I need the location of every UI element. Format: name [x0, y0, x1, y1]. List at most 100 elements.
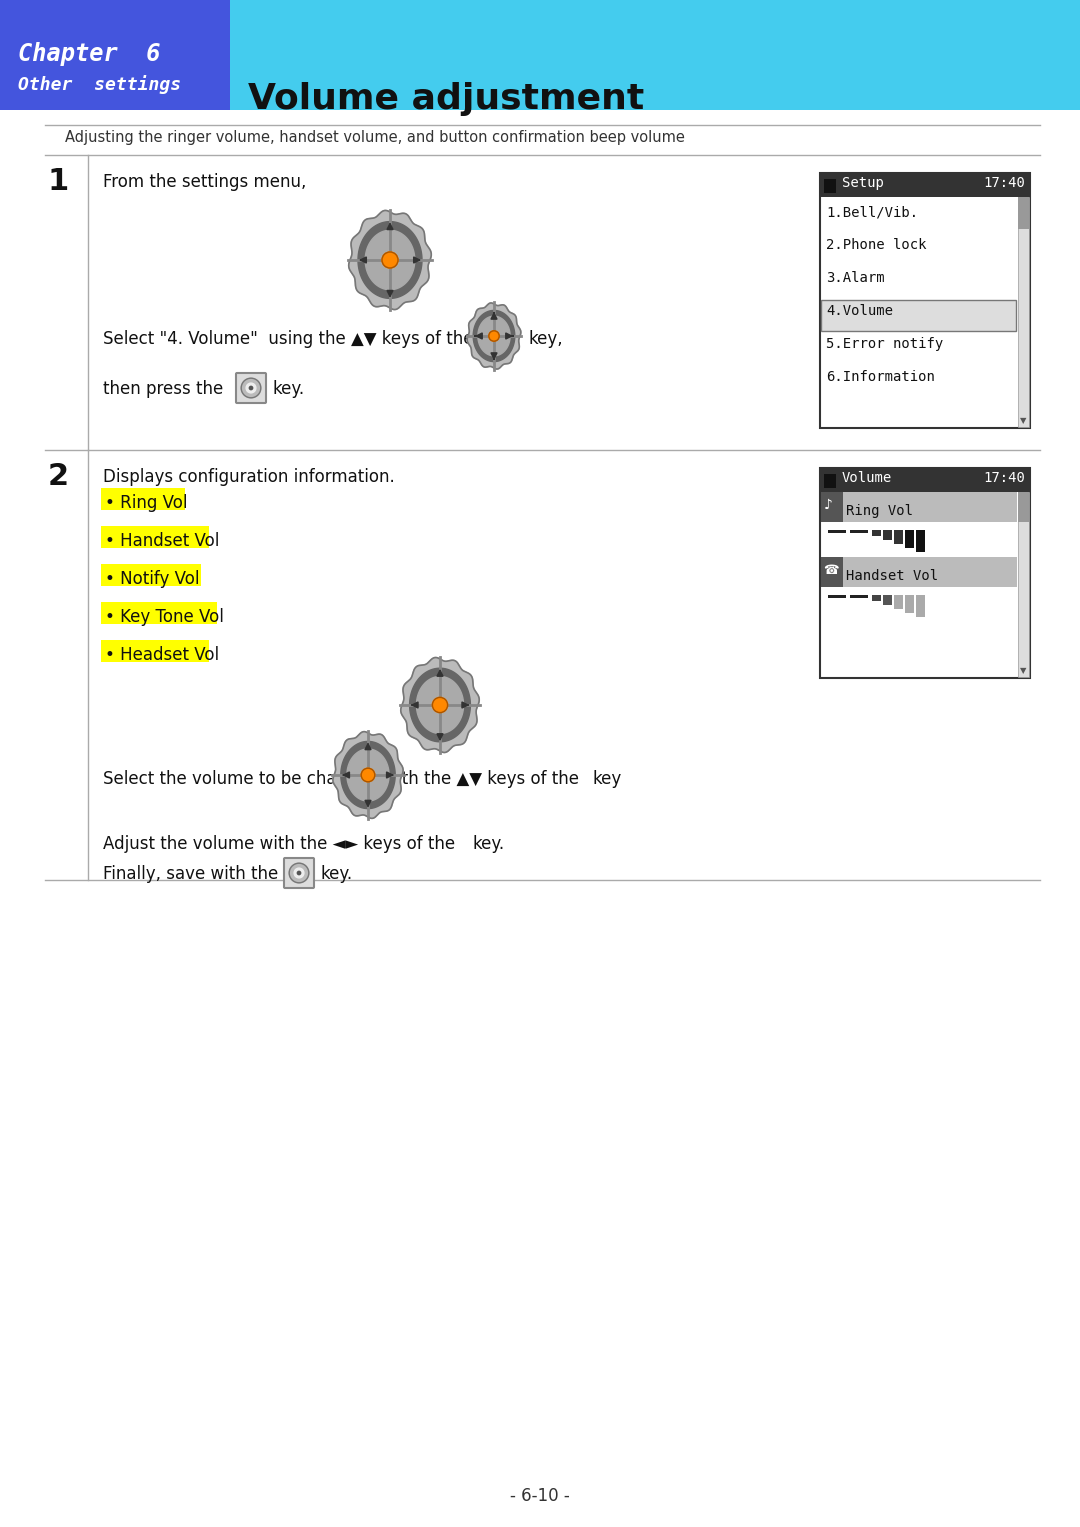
Text: key.: key.	[273, 380, 306, 399]
FancyBboxPatch shape	[894, 596, 903, 609]
Text: Chapter  6: Chapter 6	[18, 43, 161, 66]
FancyBboxPatch shape	[102, 563, 201, 586]
FancyBboxPatch shape	[1018, 197, 1029, 229]
FancyBboxPatch shape	[102, 640, 208, 663]
FancyBboxPatch shape	[0, 0, 230, 110]
Circle shape	[294, 869, 303, 878]
FancyBboxPatch shape	[821, 557, 1017, 586]
Text: 1.Bell/Vib.: 1.Bell/Vib.	[826, 205, 918, 218]
Text: • Headset Vol: • Headset Vol	[105, 646, 219, 664]
FancyBboxPatch shape	[820, 173, 1030, 428]
FancyBboxPatch shape	[850, 596, 868, 599]
Text: Select "4. Volume"  using the ▲▼ keys of the: Select "4. Volume" using the ▲▼ keys of …	[103, 330, 473, 348]
FancyBboxPatch shape	[102, 525, 208, 548]
Text: • Handset Vol: • Handset Vol	[105, 531, 219, 550]
Text: Finally, save with the: Finally, save with the	[103, 864, 279, 883]
Circle shape	[382, 252, 399, 269]
FancyBboxPatch shape	[821, 557, 843, 586]
FancyBboxPatch shape	[821, 492, 1017, 522]
Text: Ring Vol: Ring Vol	[846, 504, 913, 518]
Text: ♪: ♪	[824, 498, 833, 512]
Text: Setup: Setup	[842, 176, 883, 189]
FancyBboxPatch shape	[850, 530, 868, 533]
FancyBboxPatch shape	[1018, 492, 1029, 676]
Polygon shape	[341, 742, 395, 809]
Text: key.: key.	[473, 835, 505, 854]
FancyBboxPatch shape	[916, 530, 924, 551]
Text: Handset Vol: Handset Vol	[846, 570, 939, 583]
Circle shape	[249, 386, 253, 389]
Circle shape	[289, 863, 309, 883]
Polygon shape	[477, 316, 510, 356]
Text: • Notify Vol: • Notify Vol	[105, 570, 200, 588]
FancyBboxPatch shape	[905, 596, 914, 612]
Text: Select the volume to be changed with the ▲▼ keys of the: Select the volume to be changed with the…	[103, 770, 579, 788]
Text: Displays configuration information.: Displays configuration information.	[103, 467, 395, 486]
Polygon shape	[347, 748, 389, 802]
FancyBboxPatch shape	[872, 530, 881, 536]
FancyBboxPatch shape	[821, 299, 1016, 331]
Circle shape	[297, 872, 300, 875]
FancyBboxPatch shape	[905, 530, 914, 548]
Circle shape	[361, 768, 375, 782]
Circle shape	[432, 698, 447, 713]
FancyBboxPatch shape	[102, 489, 186, 510]
Polygon shape	[468, 302, 521, 370]
Text: 2.Phone lock: 2.Phone lock	[826, 238, 927, 252]
Polygon shape	[473, 310, 515, 362]
Text: ▼: ▼	[1020, 415, 1026, 425]
Text: Volume: Volume	[842, 470, 892, 486]
FancyBboxPatch shape	[894, 530, 903, 544]
Polygon shape	[409, 669, 471, 742]
Text: - 6-10 -: - 6-10 -	[510, 1487, 570, 1506]
FancyBboxPatch shape	[883, 530, 892, 541]
Circle shape	[489, 331, 499, 341]
Text: key.: key.	[321, 864, 353, 883]
Polygon shape	[333, 731, 403, 818]
FancyBboxPatch shape	[828, 530, 846, 533]
Text: 4.Volume: 4.Volume	[826, 304, 893, 318]
FancyBboxPatch shape	[828, 596, 846, 599]
FancyBboxPatch shape	[872, 596, 881, 602]
FancyBboxPatch shape	[230, 0, 1080, 110]
FancyBboxPatch shape	[1018, 492, 1029, 522]
FancyBboxPatch shape	[102, 602, 217, 625]
Text: 17:40: 17:40	[983, 470, 1025, 486]
Text: 3.Alarm: 3.Alarm	[826, 270, 885, 286]
Polygon shape	[365, 231, 415, 290]
Text: Adjusting the ringer volume, handset volume, and button confirmation beep volume: Adjusting the ringer volume, handset vol…	[65, 130, 685, 145]
FancyBboxPatch shape	[1018, 197, 1029, 428]
Text: • Ring Vol: • Ring Vol	[105, 495, 188, 512]
FancyBboxPatch shape	[916, 596, 924, 617]
Polygon shape	[357, 221, 422, 298]
Text: 2: 2	[48, 463, 68, 492]
FancyBboxPatch shape	[237, 373, 266, 403]
Text: key,: key,	[528, 330, 563, 348]
FancyBboxPatch shape	[284, 858, 314, 889]
Circle shape	[246, 383, 256, 392]
Polygon shape	[401, 658, 480, 753]
FancyBboxPatch shape	[820, 467, 1030, 678]
Text: ☎: ☎	[823, 563, 839, 577]
Text: 5.Error notify: 5.Error notify	[826, 337, 943, 351]
Text: Other  settings: Other settings	[18, 75, 181, 95]
Text: ▼: ▼	[1020, 666, 1026, 675]
FancyBboxPatch shape	[820, 173, 1030, 197]
FancyBboxPatch shape	[821, 492, 843, 522]
Text: 17:40: 17:40	[983, 176, 1025, 189]
Polygon shape	[349, 211, 431, 310]
FancyBboxPatch shape	[824, 179, 836, 192]
FancyBboxPatch shape	[824, 473, 836, 489]
Polygon shape	[417, 676, 463, 733]
Text: • Key Tone Vol: • Key Tone Vol	[105, 608, 224, 626]
Text: then press the: then press the	[103, 380, 224, 399]
Text: 1: 1	[48, 166, 69, 195]
FancyBboxPatch shape	[820, 467, 1030, 492]
Text: Adjust the volume with the ◄► keys of the: Adjust the volume with the ◄► keys of th…	[103, 835, 455, 854]
Text: key: key	[593, 770, 622, 788]
FancyBboxPatch shape	[883, 596, 892, 605]
Text: From the settings menu,: From the settings menu,	[103, 173, 307, 191]
Text: 6.Information: 6.Information	[826, 370, 935, 383]
Circle shape	[241, 379, 260, 399]
Text: Volume adjustment: Volume adjustment	[248, 82, 645, 116]
